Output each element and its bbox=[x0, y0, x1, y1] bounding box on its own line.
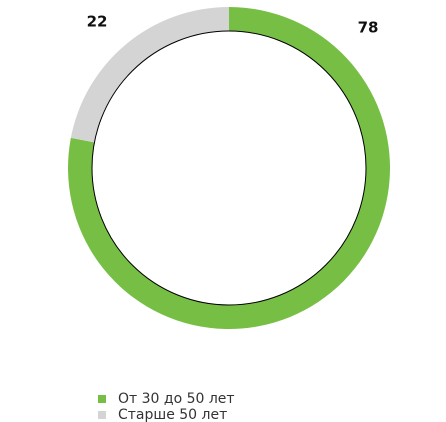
value-label: 78 bbox=[358, 19, 379, 37]
legend-label: Старше 50 лет bbox=[118, 407, 227, 422]
value-label: 22 bbox=[87, 13, 108, 31]
legend-swatch bbox=[98, 395, 106, 403]
legend-swatch bbox=[98, 411, 106, 419]
donut-inner-border bbox=[91, 30, 367, 306]
legend-label: От 30 до 50 лет bbox=[118, 391, 235, 407]
donut-segment bbox=[70, 7, 230, 143]
